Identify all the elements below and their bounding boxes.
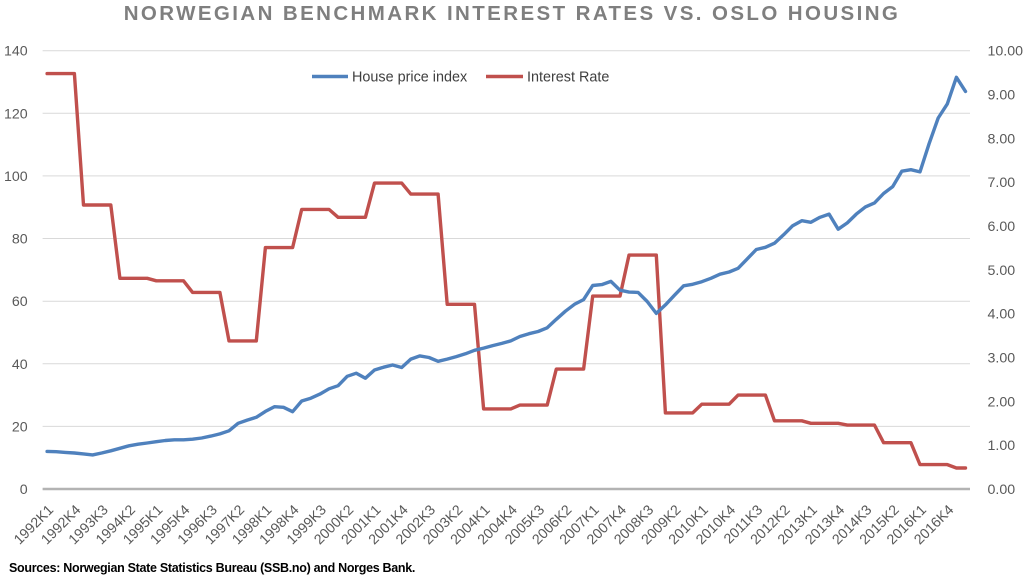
svg-text:0: 0 [20, 482, 28, 498]
svg-text:9.00: 9.00 [988, 88, 1016, 104]
svg-text:2.00: 2.00 [988, 394, 1016, 410]
svg-text:40: 40 [12, 357, 28, 373]
svg-text:10.00: 10.00 [988, 44, 1024, 60]
svg-text:80: 80 [12, 232, 28, 248]
svg-text:140: 140 [4, 44, 28, 60]
svg-text:0.00: 0.00 [988, 482, 1016, 498]
svg-text:4.00: 4.00 [988, 307, 1016, 323]
svg-text:1.00: 1.00 [988, 438, 1016, 454]
svg-text:100: 100 [4, 169, 28, 185]
svg-text:5.00: 5.00 [988, 263, 1016, 279]
svg-text:120: 120 [4, 106, 28, 122]
svg-text:20: 20 [12, 419, 28, 435]
svg-text:7.00: 7.00 [988, 175, 1016, 191]
svg-text:6.00: 6.00 [988, 219, 1016, 235]
svg-text:House price index: House price index [352, 70, 468, 86]
svg-text:Interest Rate: Interest Rate [527, 70, 609, 86]
svg-text:8.00: 8.00 [988, 131, 1016, 147]
svg-text:3.00: 3.00 [988, 351, 1016, 367]
svg-text:60: 60 [12, 294, 28, 310]
